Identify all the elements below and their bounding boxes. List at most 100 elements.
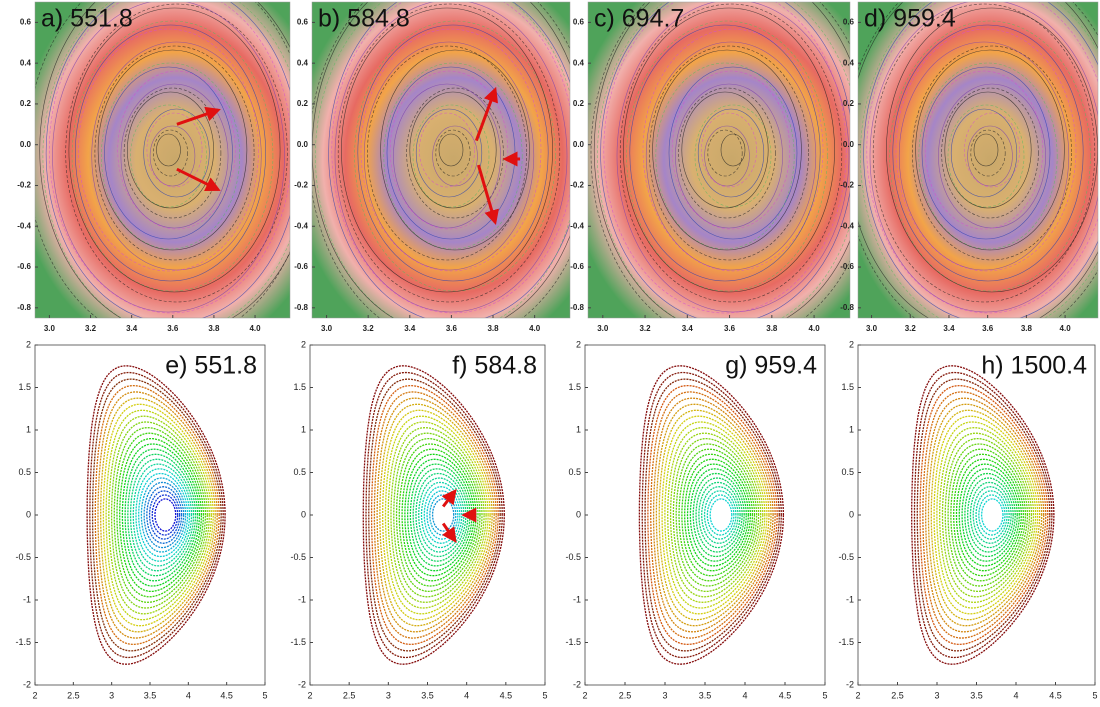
y-tick-label: 1 bbox=[849, 424, 854, 434]
y-tick-label: -0.2 bbox=[840, 181, 854, 190]
x-tick-label: 5 bbox=[822, 690, 827, 700]
y-tick-label: -2 bbox=[23, 679, 31, 689]
y-tick-label: -0.6 bbox=[570, 262, 584, 271]
x-tick-label: 4.0 bbox=[529, 324, 541, 333]
y-tick-label: -0.6 bbox=[840, 262, 854, 271]
map bbox=[309, 0, 593, 344]
x-tick-label: 3 bbox=[386, 690, 391, 700]
x-tick-label: 4.0 bbox=[1060, 324, 1072, 333]
y-tick-label: 2 bbox=[849, 339, 854, 349]
y-tick-label: 2 bbox=[301, 339, 306, 349]
y-tick-label: 1.5 bbox=[568, 382, 581, 392]
x-tick-label: 4.5 bbox=[220, 690, 233, 700]
x-tick-label: 3.6 bbox=[446, 324, 458, 333]
x-tick-label: 3.0 bbox=[866, 324, 878, 333]
map-background bbox=[312, 2, 570, 318]
y-tick-label: 0.6 bbox=[297, 17, 309, 26]
y-tick-label: 0 bbox=[26, 509, 31, 519]
x-tick-label: 3.6 bbox=[982, 324, 994, 333]
y-tick-label: 0.2 bbox=[843, 99, 855, 108]
y-tick-label: 0 bbox=[301, 509, 306, 519]
y-tick-label: -0.4 bbox=[294, 221, 308, 230]
y-tick-label: 0.0 bbox=[573, 140, 585, 149]
x-tick-label: 3.2 bbox=[363, 324, 375, 333]
figure: a) 551.8 3.0 3.2 3.4 3.6 3.8 4.0 0.6 0.4 0.2 0.0 -0… bbox=[0, 0, 1100, 707]
x-tick-label: 3.0 bbox=[597, 324, 609, 333]
y-tick-label: 0.2 bbox=[297, 99, 309, 108]
x-tick-label: 3.8 bbox=[766, 324, 778, 333]
x-tick-label: 4.0 bbox=[249, 324, 261, 333]
panel-title: e) 551.8 bbox=[165, 352, 257, 380]
map bbox=[27, 0, 314, 344]
x-tick-label: 2.5 bbox=[891, 690, 904, 700]
y-tick-label: 0.0 bbox=[297, 140, 309, 149]
x-tick-label: 4.0 bbox=[809, 324, 821, 333]
y-tick-label: -0.2 bbox=[570, 181, 584, 190]
y-tick-label: -1.5 bbox=[565, 637, 581, 647]
y-tick-label: 0.6 bbox=[843, 17, 855, 26]
y-tick-label: 0.4 bbox=[843, 58, 855, 67]
x-tick-label: 4.5 bbox=[779, 690, 792, 700]
x-tick-label: 3.8 bbox=[208, 324, 220, 333]
y-tick-label: -0.2 bbox=[17, 181, 31, 190]
panel: e) 551.822.533.544.5521.510.50-0.5-1-1.5… bbox=[15, 339, 267, 700]
panel-title: a) 551.8 bbox=[41, 5, 133, 33]
y-tick-label: -2 bbox=[573, 679, 581, 689]
y-tick-label: -0.5 bbox=[565, 552, 581, 562]
y-tick-label: -1.5 bbox=[838, 637, 854, 647]
panel: a) 551.83.03.23.43.63.84.00.60.40.20.0-0… bbox=[17, 0, 313, 344]
panel-title: h) 1500.4 bbox=[981, 352, 1087, 380]
x-tick-label: 3 bbox=[934, 690, 939, 700]
y-tick-label: -0.4 bbox=[570, 221, 584, 230]
map-background bbox=[858, 2, 1098, 318]
x-tick-label: 3.5 bbox=[421, 690, 434, 700]
map bbox=[844, 0, 1100, 344]
y-tick-label: 1 bbox=[26, 424, 31, 434]
x-tick-label: 3.2 bbox=[905, 324, 917, 333]
y-tick-label: -0.6 bbox=[17, 262, 31, 271]
panel-title: f) 584.8 bbox=[452, 352, 537, 380]
panel-title: c) 694.7 bbox=[594, 5, 684, 33]
panel-title: g) 959.4 bbox=[725, 352, 817, 380]
x-tick-label: 2.5 bbox=[343, 690, 356, 700]
y-tick-label: -0.8 bbox=[570, 303, 584, 312]
x-tick-label: 4.5 bbox=[500, 690, 513, 700]
y-tick-label: -1 bbox=[846, 594, 854, 604]
x-tick-label: 3.6 bbox=[167, 324, 179, 333]
y-tick-label: 0.4 bbox=[297, 58, 309, 67]
x-tick-label: 3.8 bbox=[487, 324, 499, 333]
y-tick-label: 1.5 bbox=[18, 382, 31, 392]
y-tick-label: 0.6 bbox=[573, 17, 585, 26]
y-tick-label: -0.4 bbox=[17, 221, 31, 230]
y-tick-label: 2 bbox=[26, 339, 31, 349]
x-tick-label: 2 bbox=[855, 690, 860, 700]
y-tick-label: -0.5 bbox=[838, 552, 854, 562]
map bbox=[588, 0, 875, 344]
y-tick-label: 0.0 bbox=[843, 140, 855, 149]
y-tick-label: 2 bbox=[576, 339, 581, 349]
x-tick-label: 5 bbox=[262, 690, 267, 700]
x-tick-label: 3.4 bbox=[404, 324, 416, 333]
x-tick-label: 3 bbox=[109, 690, 114, 700]
x-tick-label: 4 bbox=[186, 690, 191, 700]
x-tick-label: 4 bbox=[464, 690, 469, 700]
y-tick-label: 0.4 bbox=[20, 58, 32, 67]
y-tick-label: -0.8 bbox=[17, 303, 31, 312]
x-tick-label: 2.5 bbox=[67, 690, 80, 700]
panel: g) 959.422.533.544.5521.510.50-0.5-1-1.5… bbox=[565, 339, 827, 700]
panel: b) 584.8 3.0 3.2 3.4 3.6 3.8 4.0 0.6 0.4 0.2 0.0 -0… bbox=[294, 0, 593, 344]
panel: d) 959.43.03.23.43.63.84.00.60.40.20.0-0… bbox=[840, 0, 1100, 344]
y-tick-label: -1.5 bbox=[290, 637, 306, 647]
x-tick-label: 3.0 bbox=[44, 324, 56, 333]
x-tick-label: 2 bbox=[582, 690, 587, 700]
y-tick-label: -0.5 bbox=[290, 552, 306, 562]
x-tick-label: 4 bbox=[742, 690, 747, 700]
panel-title: b) 584.8 bbox=[318, 5, 410, 33]
x-tick-label: 3.0 bbox=[321, 324, 333, 333]
y-tick-label: 0.5 bbox=[293, 467, 306, 477]
y-tick-label: 0.0 bbox=[20, 140, 32, 149]
y-tick-label: 0.5 bbox=[18, 467, 31, 477]
x-tick-label: 2 bbox=[307, 690, 312, 700]
y-tick-label: -2 bbox=[846, 679, 854, 689]
y-tick-label: -2 bbox=[298, 679, 306, 689]
